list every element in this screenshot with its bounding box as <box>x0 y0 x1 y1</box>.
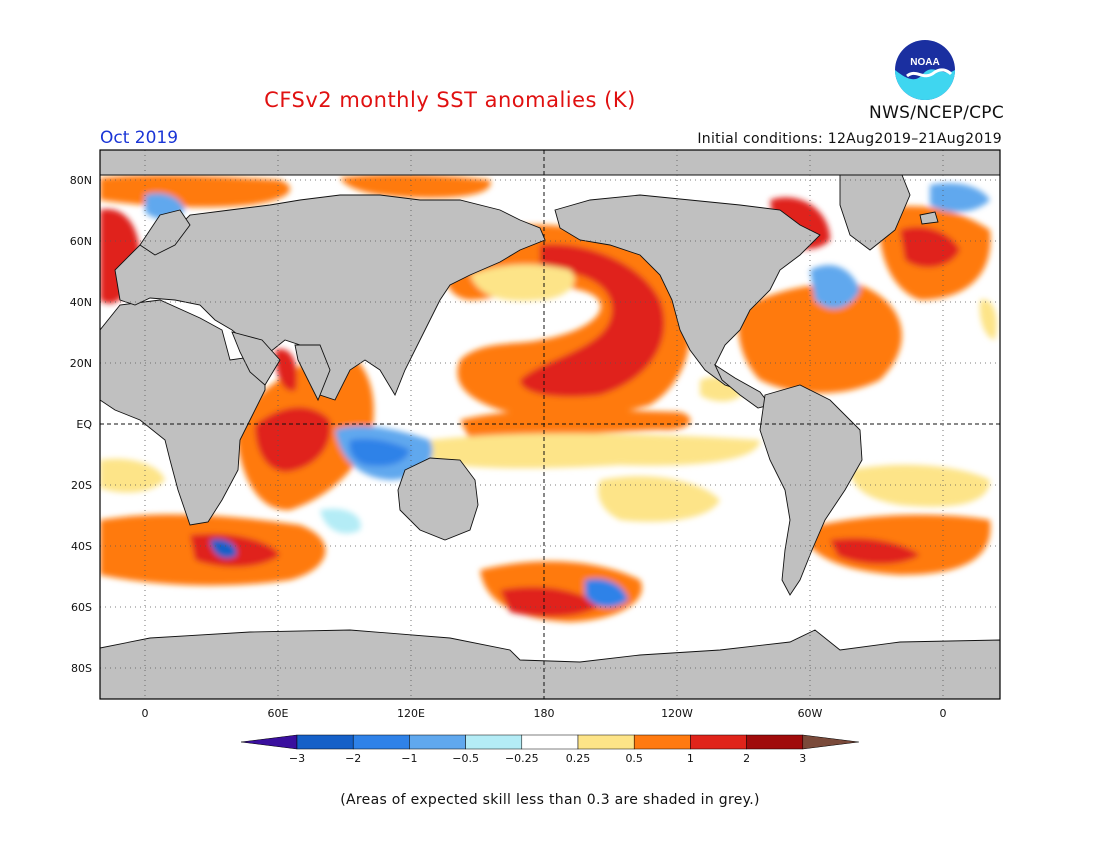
arctic-landmass <box>100 150 1000 176</box>
colorbar-box <box>633 734 691 750</box>
colorbar-box <box>746 734 804 750</box>
arabia-landmass <box>231 331 281 386</box>
scandinavia-landmass <box>139 209 191 256</box>
chart-title: CFSv2 monthly SST anomalies (K) <box>264 88 636 112</box>
noaa-logo-icon: NOAA <box>895 40 955 100</box>
lon-label: 120E <box>397 707 425 720</box>
australia-landmass <box>397 457 479 541</box>
colorbar-tick-label: 0.5 <box>625 752 643 765</box>
colorbar-box <box>690 734 747 750</box>
colorbar-box <box>352 734 410 750</box>
africa-landmass <box>100 299 266 526</box>
colorbar-tick-label: 3 <box>799 752 806 765</box>
colorbar-box <box>409 734 466 750</box>
india-landmass <box>294 344 331 402</box>
colorbar-triangle-low <box>240 734 298 750</box>
lat-label: 40N <box>70 296 92 309</box>
colorbar-triangle-high <box>802 734 859 750</box>
colorbar-tick-label: −1 <box>401 752 417 765</box>
colorbar-box <box>465 734 523 750</box>
colorbar-tick-label: −0.25 <box>505 752 539 765</box>
lon-label: 180 <box>534 707 555 720</box>
noaa-logo-text: NOAA <box>910 57 939 68</box>
colorbar-box <box>296 734 354 750</box>
agency-label: NWS/NCEP/CPC <box>869 103 1004 123</box>
map-field <box>100 150 1000 699</box>
map-frame <box>99 149 1001 700</box>
colorbar-tick-label: 1 <box>687 752 694 765</box>
lat-label: 20N <box>70 357 92 370</box>
longitude-labels: 0 60E 120E 180 120W 60W 0 <box>142 707 947 720</box>
colorbar-tick-label: 0.25 <box>566 752 591 765</box>
lon-label: 60E <box>268 707 289 720</box>
lat-label: 80S <box>71 662 92 675</box>
colorbar: −3 −2 −1 −0.5 −0.25 0.25 0.5 1 2 3 <box>240 734 859 765</box>
colorbar-tick-label: −3 <box>289 752 305 765</box>
skill-footnote: (Areas of expected skill less than 0.3 a… <box>340 792 760 808</box>
lon-label: 0 <box>142 707 149 720</box>
colorbar-tick-label: −0.5 <box>452 752 479 765</box>
lon-label: 0 <box>940 707 947 720</box>
lat-label: 60N <box>70 235 92 248</box>
initial-conditions-label: Initial conditions: 12Aug2019–21Aug2019 <box>697 131 1002 147</box>
land-masses <box>100 150 1000 699</box>
colorbar-box <box>521 734 579 750</box>
colorbar-box <box>577 734 635 750</box>
valid-month-label: Oct 2019 <box>100 128 179 148</box>
colorbar-tick-label: −2 <box>345 752 361 765</box>
iceland-landmass <box>919 211 939 225</box>
north-america-landmass <box>554 194 821 391</box>
graticule <box>100 150 1000 699</box>
lat-label: EQ <box>76 418 92 431</box>
latitude-labels: 80N 60N 40N 20N EQ 20S 40S 60S 80S <box>70 174 93 675</box>
lon-label: 120W <box>661 707 693 720</box>
lon-label: 60W <box>798 707 823 720</box>
south-america-landmass <box>759 384 863 596</box>
lat-label: 60S <box>71 601 92 614</box>
lat-label: 80N <box>70 174 92 187</box>
antarctica-landmass <box>100 629 1000 699</box>
lat-label: 40S <box>71 540 92 553</box>
equator-dateline <box>100 150 1000 699</box>
lat-label: 20S <box>71 479 92 492</box>
colorbar-tick-label: 2 <box>743 752 750 765</box>
